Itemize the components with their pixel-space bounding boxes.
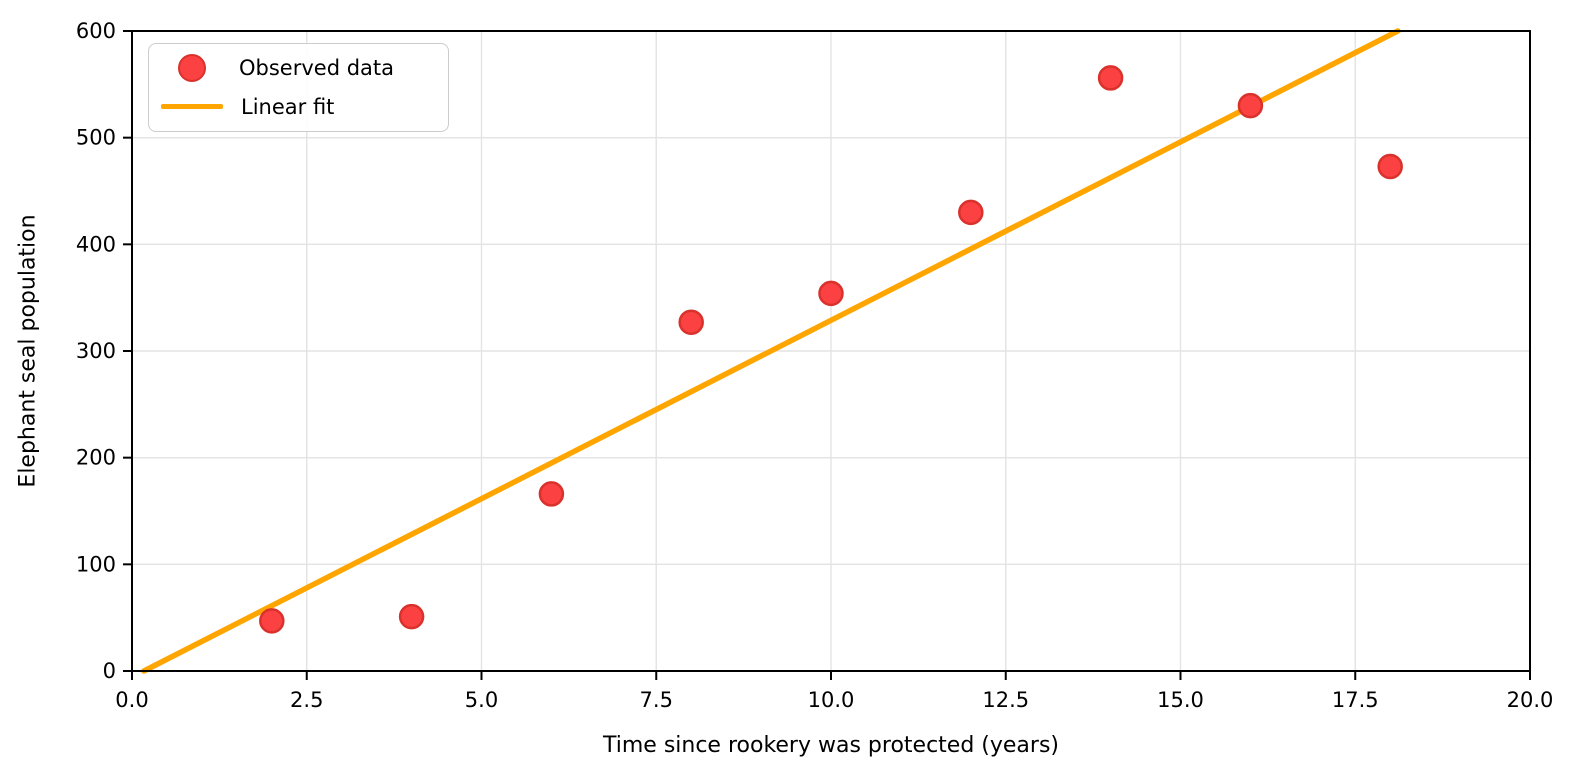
line-segment-icon (161, 103, 223, 110)
x-tick-label: 12.5 (982, 688, 1029, 712)
data-point (259, 608, 285, 634)
data-point (1097, 65, 1124, 91)
data-point (818, 280, 844, 307)
y-axis-label: Elephant seal population (16, 214, 41, 487)
y-tick-label: 100 (76, 552, 116, 576)
scatter-point-icon (178, 54, 206, 83)
data-point (1237, 92, 1264, 119)
x-tick-label: 17.5 (1332, 688, 1379, 712)
x-tick-label: 20.0 (1507, 688, 1554, 712)
x-tick-label: 7.5 (640, 688, 673, 712)
y-tick-label: 500 (76, 126, 116, 150)
data-point (538, 481, 565, 507)
legend-label-linear-fit: Linear fit (241, 94, 335, 119)
y-tick-label: 0 (103, 659, 116, 683)
fit-line (141, 28, 1401, 674)
series-layer (141, 28, 1403, 674)
x-tick-label: 15.0 (1157, 688, 1204, 712)
legend-item-observed-data: Observed data (159, 50, 438, 86)
y-tick-label: 400 (76, 232, 116, 256)
data-point (1377, 153, 1403, 180)
x-tick-label: 5.0 (465, 688, 498, 712)
x-tick-label: 2.5 (290, 688, 323, 712)
y-tick-label: 300 (76, 339, 116, 363)
data-point (958, 199, 984, 226)
x-axis-label: Time since rookery was protected (years) (602, 733, 1059, 758)
legend-item-linear-fit: Linear fit (159, 89, 438, 125)
x-tick-label: 10.0 (808, 688, 855, 712)
data-point (398, 603, 425, 630)
y-tick-label: 200 (76, 446, 116, 470)
y-tick-label: 600 (76, 19, 116, 43)
x-tick-label: 0.0 (115, 688, 148, 712)
data-point (678, 309, 704, 335)
legend-label-observed-data: Observed data (239, 56, 395, 81)
legend: Observed data Linear fit (148, 43, 449, 132)
axes-layer: 0.0 2.5 5.0 7.5 10.0 12.5 15.0 17.5 20.0 0 100 200 3… (76, 19, 1553, 712)
